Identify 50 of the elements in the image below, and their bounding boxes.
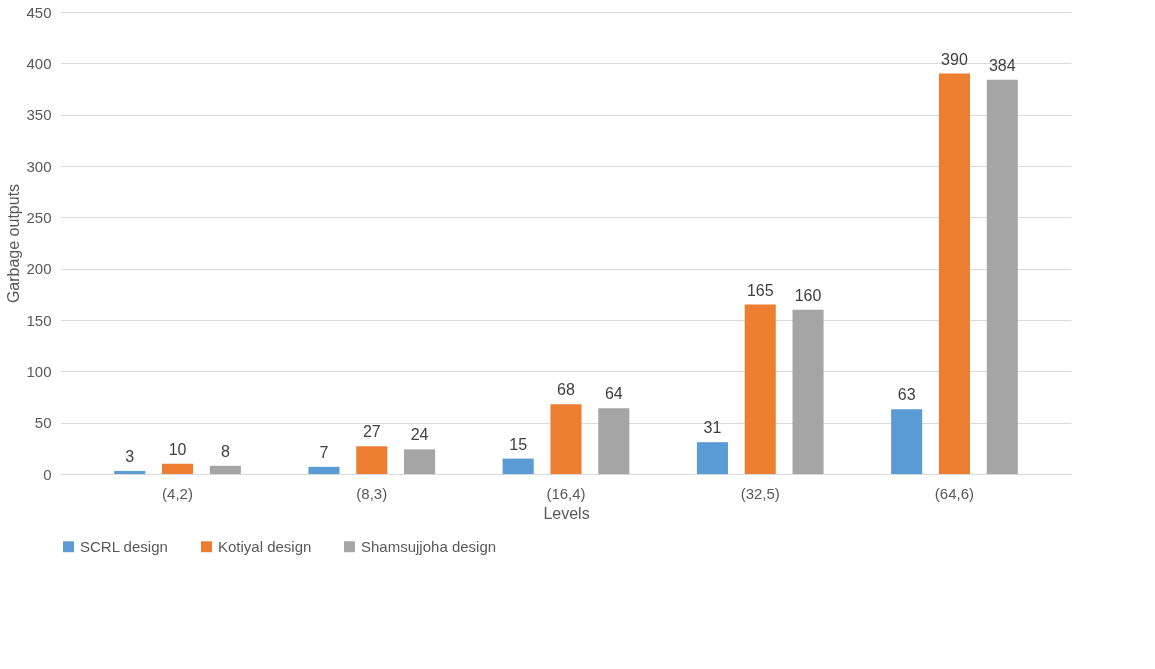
data-label: 10 bbox=[168, 440, 187, 458]
data-label: 64 bbox=[604, 385, 623, 403]
data-label: 31 bbox=[703, 419, 722, 437]
data-label: 27 bbox=[362, 423, 381, 441]
data-label: 3 bbox=[125, 447, 135, 465]
x-axis-title: Levels bbox=[543, 504, 590, 522]
y-tick-label: 100 bbox=[26, 362, 52, 380]
bar bbox=[502, 458, 534, 474]
x-tick-label: (16,4) bbox=[546, 484, 586, 502]
y-tick-label: 50 bbox=[34, 414, 52, 432]
y-tick-label: 150 bbox=[26, 311, 52, 329]
y-tick-label: 350 bbox=[26, 106, 52, 124]
bar bbox=[891, 409, 923, 474]
bar bbox=[598, 408, 630, 474]
data-label: 7 bbox=[319, 443, 329, 461]
bar bbox=[986, 79, 1018, 474]
y-tick-label: 250 bbox=[26, 208, 52, 226]
x-tick-label: (4,2) bbox=[162, 484, 193, 502]
y-axis-title: Garbage outputs bbox=[5, 183, 23, 304]
data-label: 384 bbox=[988, 56, 1016, 74]
bar bbox=[308, 466, 340, 474]
bar bbox=[114, 470, 146, 474]
bar bbox=[404, 449, 436, 474]
data-label: 390 bbox=[941, 50, 968, 68]
data-label: 165 bbox=[746, 281, 774, 299]
x-tick-label: (8,3) bbox=[356, 484, 388, 502]
data-label: 15 bbox=[509, 435, 528, 453]
bar bbox=[938, 73, 970, 474]
legend-label: Kotiyal design bbox=[218, 537, 312, 555]
bar bbox=[209, 465, 241, 474]
data-label: 68 bbox=[557, 381, 575, 399]
legend-label: Shamsujjoha design bbox=[361, 537, 497, 555]
bar bbox=[744, 304, 776, 474]
bar bbox=[696, 442, 728, 474]
x-tick-label: (64,6) bbox=[934, 484, 975, 502]
y-tick-label: 450 bbox=[26, 3, 52, 21]
data-label: 24 bbox=[410, 426, 429, 444]
legend-label: SCRL design bbox=[80, 537, 168, 555]
y-tick-label: 200 bbox=[26, 260, 52, 278]
data-label: 63 bbox=[897, 386, 916, 404]
bar bbox=[162, 463, 194, 474]
bar bbox=[356, 446, 388, 474]
data-label: 160 bbox=[794, 286, 822, 304]
y-tick-label: 400 bbox=[26, 54, 52, 72]
data-label: 8 bbox=[220, 442, 230, 460]
bar bbox=[792, 309, 824, 474]
y-tick-label: 0 bbox=[43, 465, 52, 483]
x-tick-label: (32,5) bbox=[740, 484, 780, 502]
bar bbox=[550, 404, 582, 474]
y-tick-label: 300 bbox=[26, 157, 52, 175]
